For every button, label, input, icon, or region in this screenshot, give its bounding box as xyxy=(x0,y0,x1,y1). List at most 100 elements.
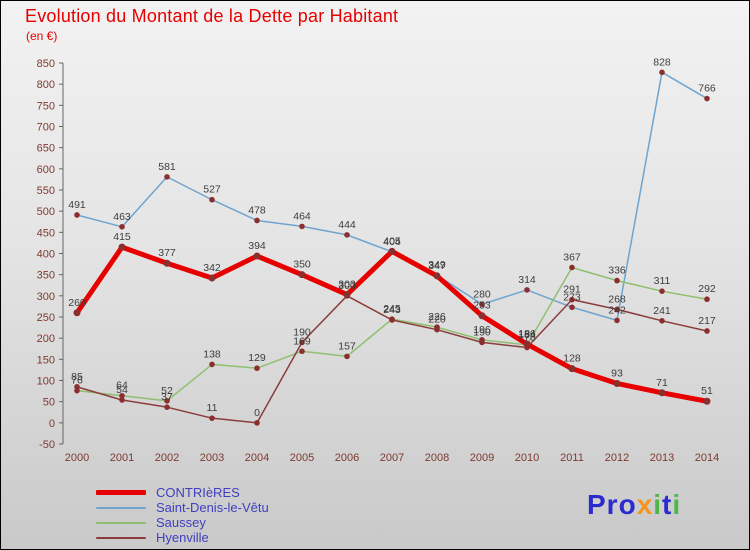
svg-text:367: 367 xyxy=(563,251,581,263)
svg-text:150: 150 xyxy=(37,354,55,366)
svg-text:100: 100 xyxy=(37,376,55,388)
svg-text:766: 766 xyxy=(698,83,716,95)
legend-swatch-contrieres xyxy=(96,490,146,495)
svg-text:405: 405 xyxy=(383,235,401,247)
svg-text:76: 76 xyxy=(71,375,83,387)
svg-text:700: 700 xyxy=(37,122,55,134)
svg-text:186: 186 xyxy=(518,328,536,340)
svg-text:300: 300 xyxy=(37,291,55,303)
svg-text:292: 292 xyxy=(698,283,716,295)
line-chart: -50 0 50 100 150 200 250 300 350 400 450 500 550 600 6… xyxy=(37,56,720,464)
svg-text:0: 0 xyxy=(254,407,260,419)
svg-text:2010: 2010 xyxy=(515,452,539,464)
svg-text:2011: 2011 xyxy=(560,452,584,464)
chart-legend: CONTRIèRES Saint-Denis-le-Vêtu Saussey H… xyxy=(96,485,269,545)
svg-text:52: 52 xyxy=(161,385,173,397)
svg-text:350: 350 xyxy=(293,259,311,271)
svg-text:300: 300 xyxy=(338,280,356,292)
svg-text:2000: 2000 xyxy=(65,452,89,464)
svg-text:342: 342 xyxy=(203,262,221,274)
svg-text:828: 828 xyxy=(653,56,671,68)
legend-item-contrieres: CONTRIèRES xyxy=(96,485,269,500)
svg-text:220: 220 xyxy=(428,314,446,326)
svg-text:400: 400 xyxy=(37,249,55,261)
legend-item-saint-denis: Saint-Denis-le-Vêtu xyxy=(96,500,269,515)
svg-text:404: 404 xyxy=(383,236,401,248)
series-0 xyxy=(73,243,711,405)
svg-text:128: 128 xyxy=(563,353,581,365)
svg-text:50: 50 xyxy=(43,397,55,409)
svg-text:478: 478 xyxy=(248,204,266,216)
svg-text:2014: 2014 xyxy=(695,452,719,464)
svg-text:2005: 2005 xyxy=(290,452,314,464)
legend-item-hyenville: Hyenville xyxy=(96,530,269,545)
legend-swatch-hyenville xyxy=(96,536,146,539)
svg-text:2003: 2003 xyxy=(200,452,224,464)
svg-text:336: 336 xyxy=(608,265,626,277)
svg-text:2009: 2009 xyxy=(470,452,494,464)
legend-swatch-saint-denis xyxy=(96,506,146,509)
svg-text:0: 0 xyxy=(49,418,55,430)
svg-text:2002: 2002 xyxy=(155,452,179,464)
proxiti-logo: Proxiti xyxy=(587,489,681,521)
svg-text:500: 500 xyxy=(37,206,55,218)
svg-text:-50: -50 xyxy=(39,439,55,451)
svg-text:250: 250 xyxy=(37,312,55,324)
svg-text:196: 196 xyxy=(473,324,491,336)
svg-text:241: 241 xyxy=(653,305,671,317)
svg-text:64: 64 xyxy=(116,380,128,392)
svg-text:37: 37 xyxy=(161,391,173,403)
series-1 xyxy=(74,69,710,324)
logo-letter-t: t xyxy=(662,489,673,520)
svg-text:2001: 2001 xyxy=(110,452,134,464)
svg-text:394: 394 xyxy=(248,240,266,252)
svg-text:253: 253 xyxy=(473,300,491,312)
svg-text:51: 51 xyxy=(701,385,713,397)
svg-text:2013: 2013 xyxy=(650,452,674,464)
svg-text:129: 129 xyxy=(248,352,266,364)
svg-text:243: 243 xyxy=(383,304,401,316)
svg-text:138: 138 xyxy=(203,348,221,360)
svg-text:190: 190 xyxy=(293,326,311,338)
logo-letter-i2: i xyxy=(672,489,682,520)
svg-text:314: 314 xyxy=(518,274,536,286)
svg-text:54: 54 xyxy=(116,384,128,396)
legend-label-hyenville: Hyenville xyxy=(156,530,209,545)
svg-text:347: 347 xyxy=(428,260,446,272)
svg-text:184: 184 xyxy=(518,329,536,341)
svg-text:650: 650 xyxy=(37,143,55,155)
svg-text:245: 245 xyxy=(383,303,401,315)
logo-letter-x: x xyxy=(636,489,654,520)
svg-text:11: 11 xyxy=(207,402,218,414)
svg-text:2006: 2006 xyxy=(335,452,359,464)
legend-label-contrieres: CONTRIèRES xyxy=(156,485,240,500)
svg-text:850: 850 xyxy=(37,58,55,70)
svg-text:750: 750 xyxy=(37,100,55,112)
svg-text:260: 260 xyxy=(68,297,86,309)
svg-text:2012: 2012 xyxy=(605,452,629,464)
svg-text:169: 169 xyxy=(293,335,311,347)
svg-text:157: 157 xyxy=(338,340,356,352)
svg-text:217: 217 xyxy=(698,315,716,327)
svg-text:463: 463 xyxy=(113,211,131,223)
logo-letter-i1: i xyxy=(653,489,663,520)
legend-swatch-saussey xyxy=(96,521,146,524)
svg-text:450: 450 xyxy=(37,227,55,239)
svg-text:491: 491 xyxy=(68,199,86,211)
svg-text:226: 226 xyxy=(428,311,446,323)
chart-subtitle: (en €) xyxy=(26,29,58,43)
svg-text:349: 349 xyxy=(428,259,446,271)
svg-text:2007: 2007 xyxy=(380,452,404,464)
svg-text:550: 550 xyxy=(37,185,55,197)
svg-text:377: 377 xyxy=(158,247,176,259)
legend-label-saussey: Saussey xyxy=(156,515,206,530)
svg-text:242: 242 xyxy=(608,304,626,316)
svg-text:311: 311 xyxy=(654,275,671,287)
svg-text:303: 303 xyxy=(338,279,356,291)
svg-text:85: 85 xyxy=(71,371,83,383)
chart-title: Evolution du Montant de la Dette par Hab… xyxy=(25,6,399,26)
legend-label-saint-denis: Saint-Denis-le-Vêtu xyxy=(156,500,269,515)
logo-letter-pro: Pro xyxy=(587,489,637,520)
svg-text:200: 200 xyxy=(37,333,55,345)
